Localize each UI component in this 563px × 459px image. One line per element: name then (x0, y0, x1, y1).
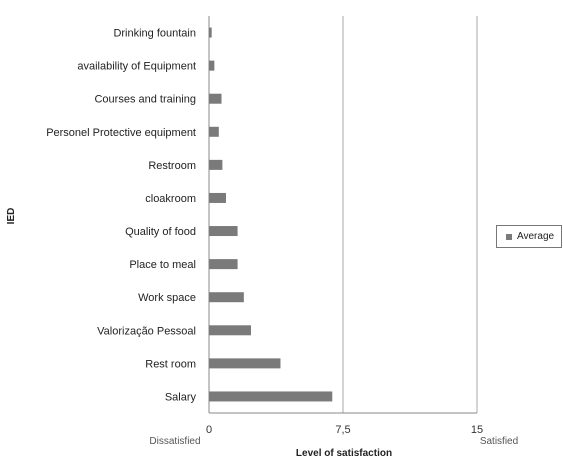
x-axis-title: Level of satisfaction (296, 448, 392, 459)
category-label: Quality of food (125, 226, 196, 238)
bar (209, 159, 223, 170)
bar (209, 192, 226, 203)
gridlines (208, 16, 478, 414)
bars (209, 27, 333, 402)
x-min-label: Dissatisfied (149, 436, 200, 447)
x-tick-label: 15 (471, 424, 483, 436)
category-labels: Drinking fountain availability of Equipme… (46, 28, 196, 404)
x-tick-label: 0 (206, 424, 212, 436)
bar (209, 27, 212, 38)
category-label: Rest room (145, 358, 196, 370)
category-label: Restroom (148, 160, 196, 172)
bar (209, 60, 215, 71)
category-label: Valorização Pessoal (97, 325, 196, 337)
bar (209, 325, 251, 336)
bar (209, 226, 238, 237)
legend-swatch (506, 233, 512, 240)
bar (209, 93, 222, 104)
x-max-label: Satisfied (480, 436, 518, 447)
category-label: availability of Equipment (77, 61, 196, 73)
category-label: Courses and training (94, 94, 196, 106)
x-tick-label: 7,5 (335, 424, 350, 436)
legend-label: Average (517, 231, 555, 242)
category-label: Drinking fountain (113, 28, 196, 40)
bar (209, 391, 333, 402)
category-label: Work space (138, 292, 196, 304)
bar (209, 358, 281, 369)
bar (209, 126, 219, 137)
y-axis-title: IED (6, 208, 17, 225)
x-tick-labels: 0 7,5 15 (206, 424, 483, 436)
category-label: cloakroom (145, 193, 196, 205)
category-label: Salary (165, 391, 197, 403)
bar (209, 292, 244, 303)
category-label: Place to meal (129, 259, 196, 271)
bar (209, 259, 238, 270)
legend: Average (496, 225, 562, 248)
category-label: Personel Protective equipment (46, 127, 196, 139)
